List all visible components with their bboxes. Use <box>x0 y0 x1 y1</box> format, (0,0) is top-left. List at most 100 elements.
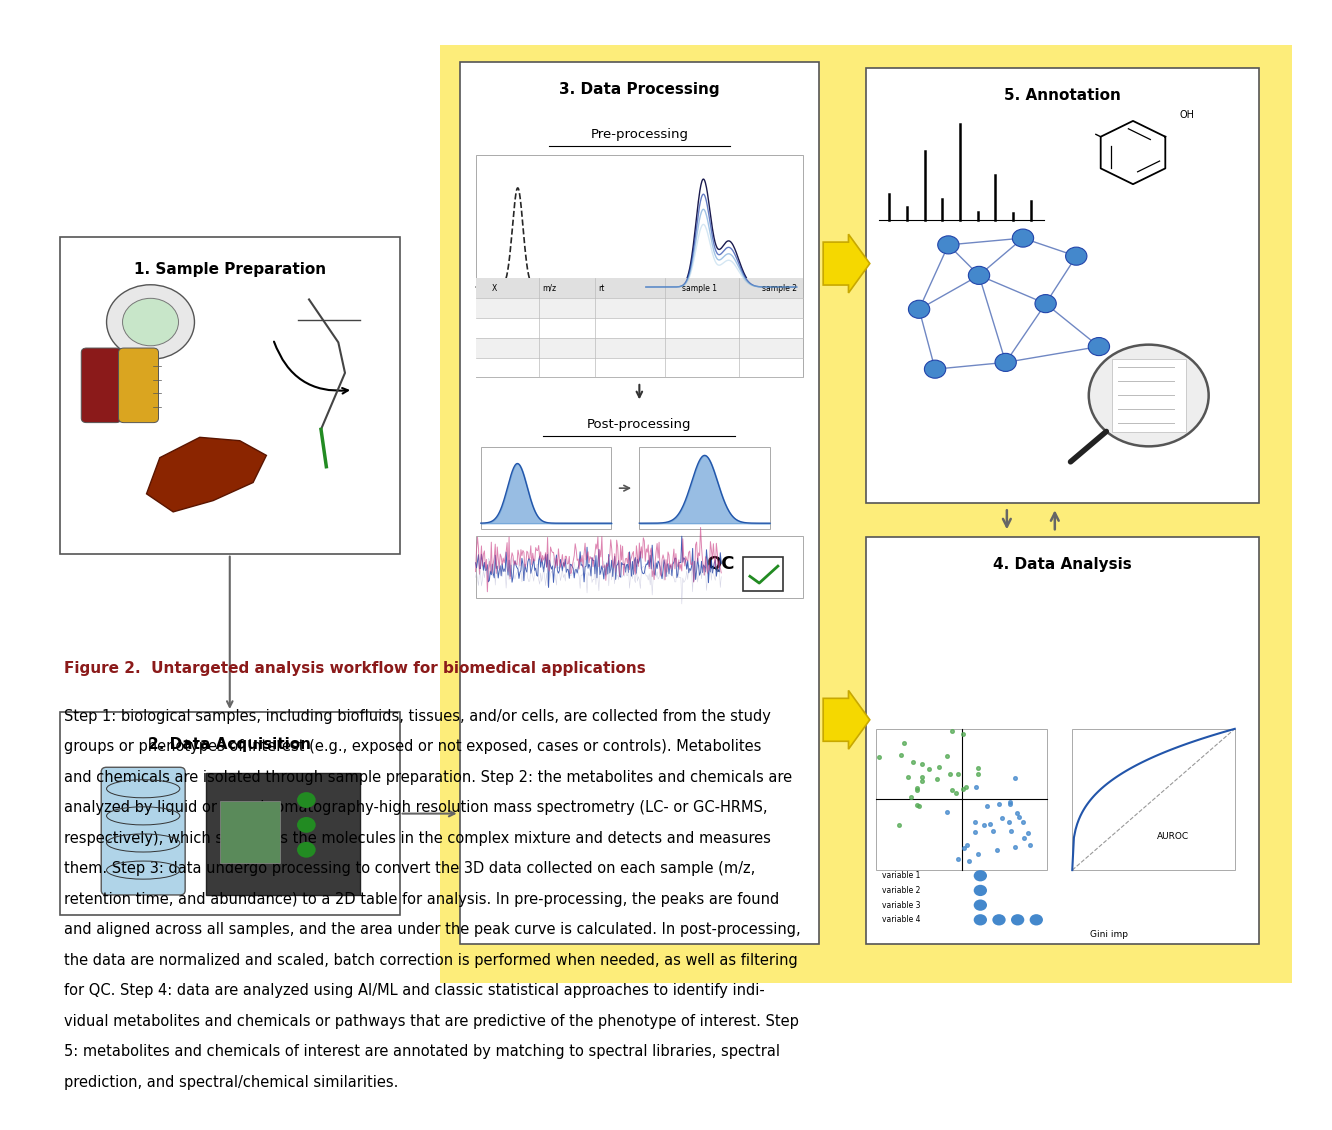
Point <box>1000 822 1022 840</box>
Point <box>988 796 1010 814</box>
Circle shape <box>1012 229 1034 247</box>
Text: Step 1: biological samples, including biofluids, tissues, and/or cells, are coll: Step 1: biological samples, including bi… <box>64 709 771 723</box>
Circle shape <box>297 792 316 808</box>
Point <box>900 789 922 807</box>
Point <box>911 755 932 773</box>
Polygon shape <box>147 437 266 512</box>
Point <box>942 722 963 740</box>
Point <box>1004 768 1026 786</box>
Circle shape <box>1011 914 1024 925</box>
Text: OH: OH <box>1180 110 1195 120</box>
Point <box>947 850 968 868</box>
FancyBboxPatch shape <box>206 773 360 895</box>
Bar <box>476 319 803 338</box>
Text: sample 1: sample 1 <box>682 284 717 293</box>
Text: AUROC: AUROC <box>1158 832 1189 841</box>
Bar <box>476 536 803 598</box>
Point <box>946 784 967 802</box>
Text: prediction, and spectral/chemical similarities.: prediction, and spectral/chemical simila… <box>64 1075 398 1089</box>
FancyBboxPatch shape <box>101 767 185 895</box>
Text: Figure 2.  Untargeted analysis workflow for biomedical applications: Figure 2. Untargeted analysis workflow f… <box>64 661 646 676</box>
Point <box>947 765 968 783</box>
Circle shape <box>123 298 178 346</box>
Point <box>986 841 1007 859</box>
Point <box>992 809 1014 827</box>
Point <box>890 746 911 764</box>
Point <box>952 780 974 798</box>
Point <box>999 793 1020 811</box>
FancyBboxPatch shape <box>460 62 819 944</box>
Circle shape <box>974 899 987 911</box>
Circle shape <box>1030 914 1043 925</box>
Point <box>999 794 1020 812</box>
Bar <box>476 357 803 377</box>
Point <box>964 823 986 841</box>
Point <box>1019 835 1040 853</box>
Circle shape <box>1035 295 1056 313</box>
Point <box>952 724 974 742</box>
Text: 3. Data Processing: 3. Data Processing <box>559 82 719 97</box>
Circle shape <box>297 842 316 858</box>
Point <box>964 812 986 831</box>
Point <box>894 733 915 751</box>
FancyBboxPatch shape <box>81 348 121 423</box>
Point <box>888 816 910 834</box>
Point <box>911 768 932 786</box>
Bar <box>876 729 1047 870</box>
Point <box>939 765 960 783</box>
Point <box>983 822 1004 840</box>
Text: 1. Sample Preparation: 1. Sample Preparation <box>133 262 326 277</box>
Point <box>967 759 988 777</box>
Point <box>906 781 927 799</box>
Text: variable 2: variable 2 <box>882 886 920 895</box>
Text: variable 3: variable 3 <box>882 901 920 910</box>
FancyBboxPatch shape <box>119 348 159 423</box>
Text: and chemicals are isolated through sample preparation. Step 2: the metabolites a: and chemicals are isolated through sampl… <box>64 770 793 784</box>
Text: variable 1: variable 1 <box>882 871 920 880</box>
Point <box>911 772 932 790</box>
Bar <box>476 338 803 357</box>
Point <box>974 816 995 834</box>
Point <box>1007 805 1028 823</box>
Point <box>868 748 890 766</box>
Point <box>955 777 976 796</box>
Bar <box>639 447 770 529</box>
FancyBboxPatch shape <box>866 537 1259 944</box>
Text: for QC. Step 4: data are analyzed using AI/ML and classic statistical approaches: for QC. Step 4: data are analyzed using … <box>64 983 765 998</box>
Point <box>966 779 987 797</box>
Text: Post-processing: Post-processing <box>587 418 691 432</box>
Bar <box>476 298 803 318</box>
Text: groups or phenotypes of interest (e.g., exposed or not exposed, cases or control: groups or phenotypes of interest (e.g., … <box>64 739 762 754</box>
Circle shape <box>924 360 946 379</box>
Bar <box>476 155 803 296</box>
Point <box>907 797 928 815</box>
Circle shape <box>297 817 316 833</box>
Text: QC: QC <box>706 555 734 573</box>
Text: m/z: m/z <box>542 284 557 293</box>
Bar <box>476 278 803 377</box>
Point <box>936 747 958 765</box>
Point <box>1008 808 1030 826</box>
Text: sample 2: sample 2 <box>762 284 797 293</box>
Circle shape <box>995 354 1016 372</box>
Point <box>958 852 979 870</box>
Point <box>1004 837 1026 855</box>
Text: 2. Data Acquisition: 2. Data Acquisition <box>148 737 312 751</box>
Text: Gini imp: Gini imp <box>1091 930 1128 939</box>
Point <box>967 765 988 783</box>
Text: them. Step 3: data undergo processing to convert the 3D data collected on each s: them. Step 3: data undergo processing to… <box>64 861 755 876</box>
Circle shape <box>1066 247 1087 266</box>
Text: analyzed by liquid or gas chromatography-high resolution mass spectrometry (LC- : analyzed by liquid or gas chromatography… <box>64 800 767 815</box>
FancyBboxPatch shape <box>866 68 1259 503</box>
Point <box>999 812 1020 831</box>
Circle shape <box>1088 338 1110 356</box>
Point <box>954 838 975 857</box>
Text: rt: rt <box>598 284 605 293</box>
Circle shape <box>992 914 1006 925</box>
Text: the data are normalized and scaled, batch correction is performed when needed, a: the data are normalized and scaled, batc… <box>64 953 798 967</box>
Circle shape <box>908 301 930 319</box>
Point <box>908 797 930 815</box>
Point <box>1018 824 1039 842</box>
FancyArrow shape <box>823 234 870 293</box>
Circle shape <box>974 914 987 925</box>
